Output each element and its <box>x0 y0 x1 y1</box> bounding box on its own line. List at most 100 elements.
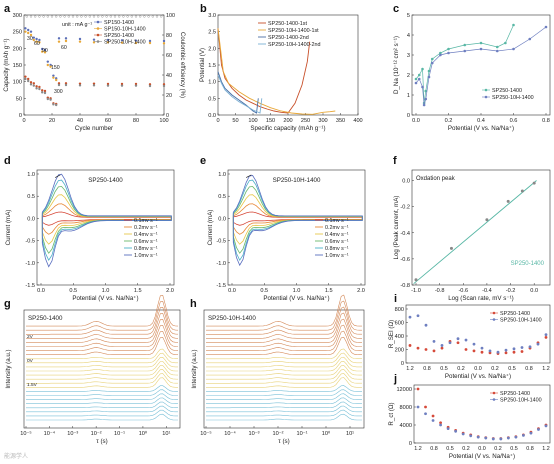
drt-curve <box>206 318 362 343</box>
x-axis-label: Log (Scan rate, mV s⁻¹) <box>448 295 514 302</box>
ce-point <box>46 15 49 18</box>
data-point <box>38 41 41 44</box>
data-point <box>432 340 436 343</box>
data-point <box>35 85 38 88</box>
panel-letter: c <box>393 3 399 15</box>
y-tick-label: 0.0 <box>218 216 226 222</box>
x-axis-label: Specific capacity (mAh g⁻¹) <box>250 125 325 132</box>
data-point <box>488 349 492 353</box>
data-point <box>512 47 515 51</box>
x-tick-label: 0.2 <box>457 366 465 372</box>
data-point <box>491 437 495 441</box>
drt-curve <box>26 405 178 413</box>
data-point <box>504 41 507 45</box>
data-point <box>57 40 61 43</box>
legend-marker <box>492 318 496 321</box>
x-tick-label: -0.4 <box>482 288 492 294</box>
data-point <box>29 33 33 37</box>
data-point <box>162 42 166 45</box>
data-point <box>29 83 33 86</box>
data-point <box>35 87 38 90</box>
y-axis-label: Log (Peak current, mA) <box>393 196 400 260</box>
y-tick-label: 12000 <box>396 387 412 393</box>
drt-curve <box>26 300 179 331</box>
x-tick-label: 10¹ <box>162 431 170 437</box>
x-tick-label: 0.0 <box>530 288 538 294</box>
data-point <box>134 41 138 45</box>
legend-label: SP250-1400 <box>500 311 530 317</box>
data-point <box>64 82 68 85</box>
x-tick-label: -0.6 <box>458 288 468 294</box>
data-point <box>504 348 508 352</box>
y2-tick-label: 20 <box>166 93 172 99</box>
data-point <box>38 38 41 42</box>
data-point <box>78 82 82 85</box>
x-tick-label: 0.4 <box>477 118 485 124</box>
drt-curve <box>26 337 179 356</box>
x-tick-label: -0.8 <box>435 288 445 294</box>
data-point <box>432 349 436 353</box>
y-tick-label: -1.5 <box>216 283 226 289</box>
series-line <box>415 26 547 106</box>
legend-label: SP250-10H-1400-1st <box>268 28 319 34</box>
data-point <box>464 348 468 351</box>
ce-point <box>88 15 91 18</box>
x-tick-label: 0.5 <box>510 446 518 452</box>
cv-curve <box>41 173 172 268</box>
legend-label: 0.1mv s⁻¹ <box>325 218 349 224</box>
data-point <box>447 47 450 51</box>
data-point <box>46 63 49 67</box>
panel-letter: i <box>394 293 397 305</box>
x-tick-label: 100 <box>248 118 257 124</box>
x-tick-label: 0.6 <box>510 118 518 124</box>
data-point <box>27 79 30 83</box>
data-point <box>454 429 458 433</box>
y-tick-label: 4 <box>407 33 410 39</box>
legend-label: 0.4mv s⁻¹ <box>325 232 349 238</box>
series-line <box>217 71 259 114</box>
data-point <box>41 50 44 53</box>
data-point <box>488 351 492 355</box>
drt-curve <box>206 306 362 335</box>
y-tick-label: 1.0 <box>208 80 216 86</box>
data-point <box>64 37 68 40</box>
x-tick-label: 0.5 <box>69 288 77 294</box>
drt-curve <box>26 389 178 396</box>
data-point <box>92 82 96 85</box>
data-point <box>43 89 47 93</box>
x-tick-label: 80 <box>133 118 139 124</box>
data-point <box>424 405 427 409</box>
series-line <box>217 28 336 115</box>
data-point <box>532 181 536 185</box>
drt-curve <box>26 356 178 368</box>
drt-curve <box>26 319 179 343</box>
drt-curve <box>26 294 179 327</box>
drt-curve <box>206 300 362 331</box>
x-tick-label: 10⁻⁵ <box>200 430 212 437</box>
drt-curve <box>206 360 362 372</box>
x-tick-label: -0.2 <box>506 288 516 294</box>
legend-label: SP150-10H-1400 <box>104 27 146 33</box>
x-tick-label: 0.5 <box>508 366 516 372</box>
x-tick-label: 2.0 <box>357 288 365 294</box>
data-point <box>479 47 483 51</box>
data-point <box>416 314 420 318</box>
drt-curve <box>26 306 179 335</box>
x-tick-label: 1.2 <box>414 446 422 452</box>
plot-frame <box>23 309 181 429</box>
y-tick-label: -1.0 <box>25 261 35 267</box>
drt-curve <box>206 324 362 347</box>
legend-label: 0.2mv s⁻¹ <box>325 225 349 231</box>
y-tick-label: 0 <box>409 441 412 447</box>
ce-point <box>155 15 159 18</box>
x-tick-label: 10⁻⁴ <box>224 430 236 437</box>
y-axis-label: R_ct (Ω) <box>388 402 395 425</box>
ce-point <box>38 15 41 18</box>
data-point <box>64 83 68 87</box>
x-tick-label: 1.5 <box>134 288 142 294</box>
data-point <box>78 40 82 43</box>
x-tick-label: 10⁻⁵ <box>20 430 32 437</box>
data-point <box>408 344 412 347</box>
x-tick-label: 0.0 <box>412 118 420 124</box>
